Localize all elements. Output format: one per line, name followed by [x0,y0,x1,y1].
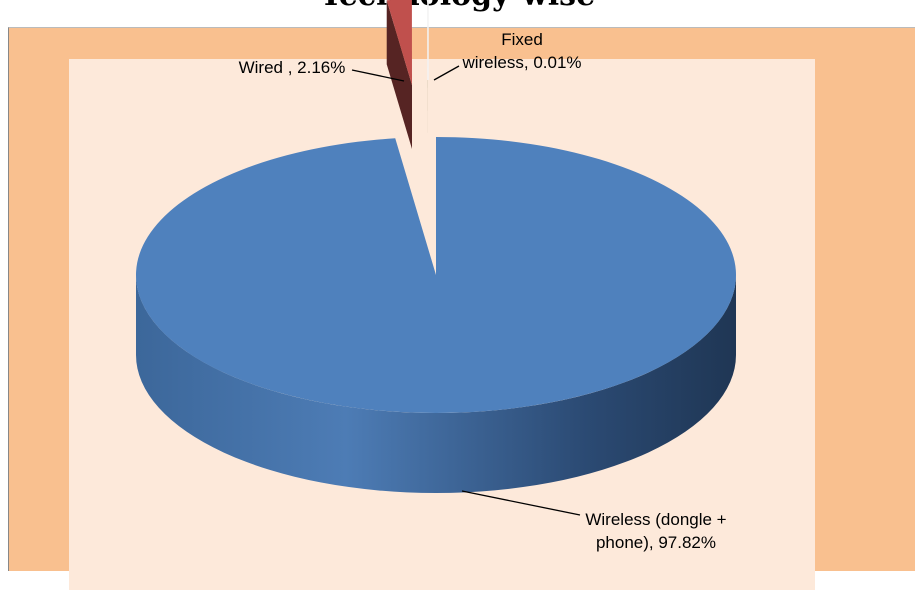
pie-slice-top [136,137,736,413]
pie-slice-wired [387,0,412,149]
pie-slice-wireless-dongle-phone [136,137,736,493]
pie-chart: Wireless (dongle + phone), 97.82% Wired , … [0,0,915,571]
chart-frame: Technology-wise Wireless (dongle +phone)… [0,0,915,571]
leader-line [434,66,459,80]
data-label-text: Wireless (dongle + [585,510,726,529]
data-label-1: Wired , 2.16% [239,58,404,81]
data-label-text: Wired , 2.16% [239,58,346,77]
data-label-text: phone), 97.82% [596,533,716,552]
data-label-text: Fixed [501,30,543,49]
data-label-2: Fixed wireless, 0.01% [434,30,582,80]
leader-line [462,491,580,515]
data-label-text: wireless, 0.01% [461,53,581,72]
data-label-0: Wireless (dongle + phone), 97.82% [462,491,727,552]
